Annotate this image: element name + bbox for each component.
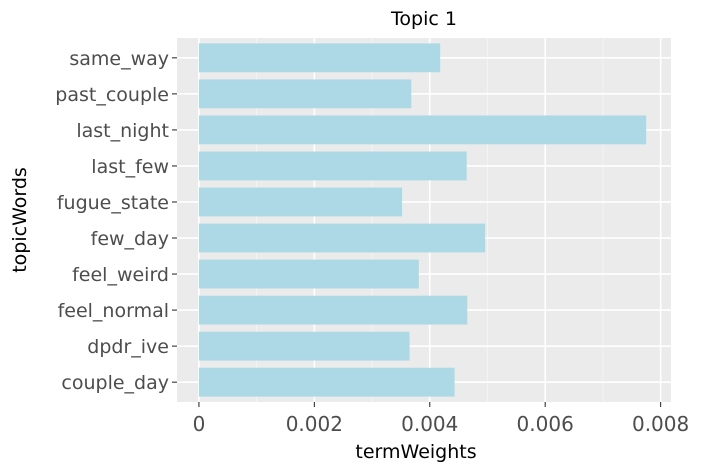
- x-tick-label: 0.008: [632, 412, 689, 436]
- bars: [198, 43, 647, 397]
- x-tick-label: 0.006: [517, 412, 574, 436]
- y-axis-ticks: same_way past_couple last_night last_fewfug…: [55, 48, 177, 394]
- y-tick-label: last_night: [76, 120, 169, 142]
- y-axis-label: topicWords: [9, 167, 31, 273]
- y-tick-label: few_day: [91, 228, 169, 250]
- bar-feel_weird: [198, 259, 419, 289]
- bar-feel_normal: [198, 295, 468, 325]
- bar-past_couple: [198, 79, 412, 109]
- x-tick-label: 0.004: [401, 412, 458, 436]
- bar-last_night: [198, 115, 647, 145]
- y-tick-label: fugue_state: [57, 192, 169, 214]
- chart-title: Topic 1: [390, 8, 457, 30]
- y-tick-label: dpdr_ive: [87, 336, 169, 358]
- y-tick-label: couple_day: [61, 372, 169, 394]
- bar-dpdr_ive: [198, 331, 410, 361]
- y-tick-label: last_few: [91, 156, 169, 178]
- bar-fugue_state: [198, 187, 403, 217]
- y-tick-label: feel_normal: [58, 300, 169, 322]
- x-axis-ticks: 0 0.002 0.004 0.006 0.008: [193, 402, 689, 436]
- x-tick-label: 0.002: [286, 412, 343, 436]
- y-tick-label: feel_weird: [72, 264, 169, 286]
- x-tick-label: 0: [193, 412, 206, 436]
- y-tick-label: same_way: [69, 48, 169, 70]
- x-axis-label: termWeights: [355, 441, 476, 463]
- bar-same_way: [198, 43, 441, 73]
- y-tick-label: past_couple: [55, 84, 169, 106]
- bar-few_day: [198, 223, 486, 253]
- bar-last_few: [198, 151, 467, 181]
- bar-couple_day: [198, 367, 455, 397]
